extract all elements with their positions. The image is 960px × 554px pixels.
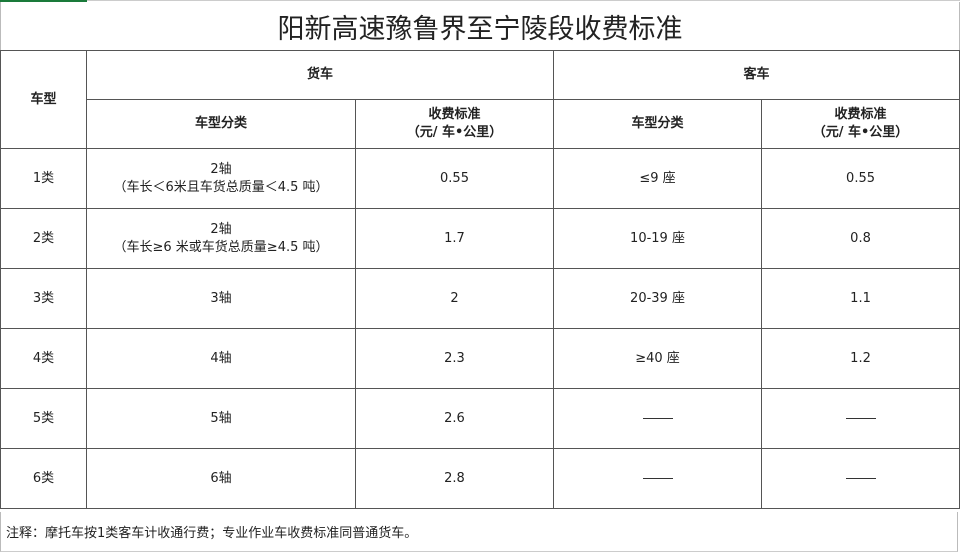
- table-row: 4类 4轴 2.3 ≥40 座 1.2: [0, 328, 960, 389]
- bus-class-cell: [553, 448, 763, 509]
- header-row: 车型 货车 客车: [0, 50, 960, 149]
- bus-rate-cell: 0.55: [761, 148, 960, 209]
- header-bus-rate: 收费标准 （元/ 车•公里）: [761, 99, 960, 149]
- table-row: 2类 2轴 （车长≥6 米或车货总质量≥4.5 吨） 1.7 10-19 座 0.8: [0, 208, 960, 269]
- axle-count: 2轴: [210, 221, 232, 237]
- axle-count: 3轴: [210, 290, 232, 306]
- bus-class-cell: 10-19 座: [553, 208, 763, 269]
- empty-dash: [845, 477, 876, 479]
- bus-class-cell: [553, 388, 763, 449]
- empty-dash: [642, 417, 673, 419]
- header-truck: 货车: [85, 50, 555, 100]
- bus-class-cell: ≤9 座: [553, 148, 763, 209]
- vehicle-type-cell: 4类: [0, 328, 87, 389]
- subheader-row: 车型分类 收费标准 （元/ 车•公里） 车型分类 收费标准 （元/ 车•公里）: [1, 99, 960, 149]
- truck-class-cell: 5轴: [86, 388, 356, 449]
- top-divider: [87, 0, 960, 1]
- axle-count: 2轴: [210, 161, 232, 177]
- header-vehicle-type: 车型: [0, 50, 87, 149]
- vehicle-type-cell: 5类: [0, 388, 87, 449]
- axle-count: 4轴: [210, 350, 232, 366]
- vehicle-type-cell: 3类: [0, 268, 87, 329]
- bus-rate-cell: 0.8: [761, 208, 960, 269]
- truck-condition: （车长＜6米且车货总质量＜4.5 吨）: [113, 179, 329, 195]
- vehicle-type-cell: 1类: [0, 148, 87, 209]
- header-truck-rate: 收费标准 （元/ 车•公里）: [354, 99, 555, 149]
- truck-rate-cell: 2.6: [354, 388, 555, 449]
- truck-rate-cell: 0.55: [354, 148, 555, 209]
- truck-class-cell: 4轴: [86, 328, 356, 389]
- bus-rate-cell: 1.2: [761, 328, 960, 389]
- bus-class-cell: ≥40 座: [553, 328, 763, 389]
- rate-label: 收费标准: [834, 107, 887, 122]
- header-bus-class: 车型分类: [553, 99, 763, 149]
- empty-dash: [642, 477, 673, 479]
- table-row: 3类 3轴 2 20-39 座 1.1: [0, 268, 960, 329]
- truck-class-cell: 2轴 （车长＜6米且车货总质量＜4.5 吨）: [86, 148, 356, 209]
- truck-class-cell: 2轴 （车长≥6 米或车货总质量≥4.5 吨）: [86, 208, 356, 269]
- table-row: 1类 2轴 （车长＜6米且车货总质量＜4.5 吨） 0.55 ≤9 座 0.55: [0, 148, 960, 209]
- bus-rate-cell: [761, 388, 960, 449]
- rate-unit: （元/ 车•公里）: [812, 125, 909, 140]
- truck-rate-cell: 2.3: [354, 328, 555, 389]
- footnote: 注释：摩托车按1类客车计收通行费；专业作业车收费标准同普通货车。: [0, 512, 958, 552]
- truck-rate-cell: 1.7: [354, 208, 555, 269]
- truck-rate-cell: 2: [354, 268, 555, 329]
- table-row: 6类 6轴 2.8: [0, 448, 960, 509]
- toll-table: 车型 货车 客车 车型分类 收费标准 （元/ 车•公里） 车型分类 收费标准 （元/…: [0, 50, 960, 509]
- bus-rate-cell: 1.1: [761, 268, 960, 329]
- axle-count: 5轴: [210, 410, 232, 426]
- rate-unit: （元/ 车•公里）: [406, 125, 503, 140]
- truck-condition: （车长≥6 米或车货总质量≥4.5 吨）: [113, 239, 329, 255]
- header-truck-class: 车型分类: [86, 99, 356, 149]
- truck-class-cell: 3轴: [86, 268, 356, 329]
- table-row: 5类 5轴 2.6: [0, 388, 960, 449]
- header-bus: 客车: [553, 50, 960, 100]
- page-title: 阳新高速豫鲁界至宁陵段收费标准: [0, 2, 960, 50]
- bus-class-cell: 20-39 座: [553, 268, 763, 329]
- vehicle-type-cell: 2类: [0, 208, 87, 269]
- rate-label: 收费标准: [428, 107, 481, 122]
- accent-bar: [0, 0, 87, 2]
- empty-dash: [845, 417, 876, 419]
- bus-rate-cell: [761, 448, 960, 509]
- truck-rate-cell: 2.8: [354, 448, 555, 509]
- truck-class-cell: 6轴: [86, 448, 356, 509]
- axle-count: 6轴: [210, 470, 232, 486]
- vehicle-type-cell: 6类: [0, 448, 87, 509]
